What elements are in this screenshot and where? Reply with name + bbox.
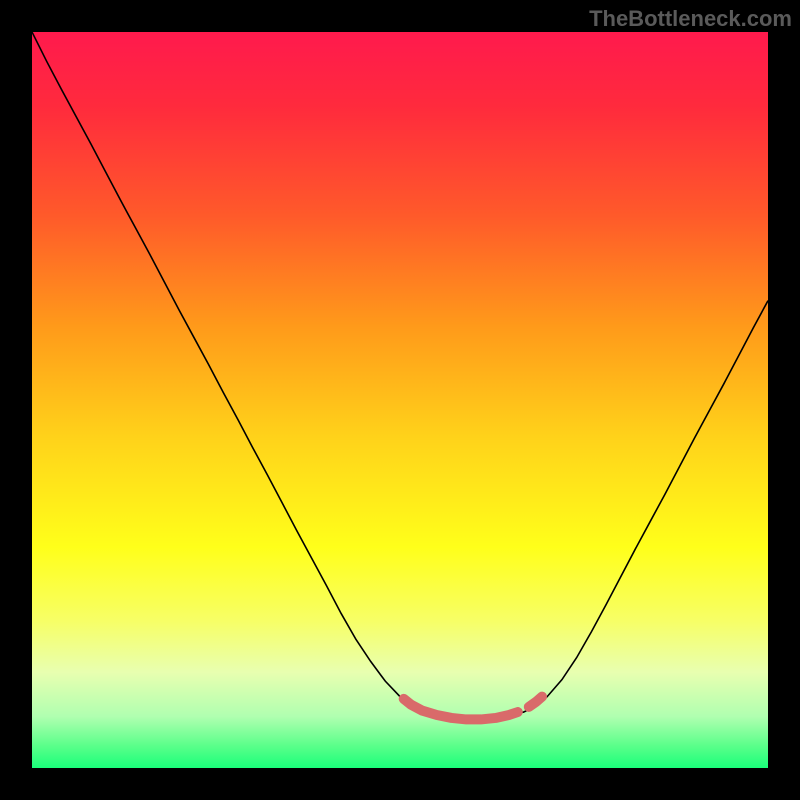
chart-container: TheBottleneck.com — [0, 0, 800, 800]
watermark-text: TheBottleneck.com — [589, 6, 792, 32]
gradient-background — [32, 32, 768, 768]
chart-svg — [32, 32, 768, 768]
plot-area — [32, 32, 768, 768]
